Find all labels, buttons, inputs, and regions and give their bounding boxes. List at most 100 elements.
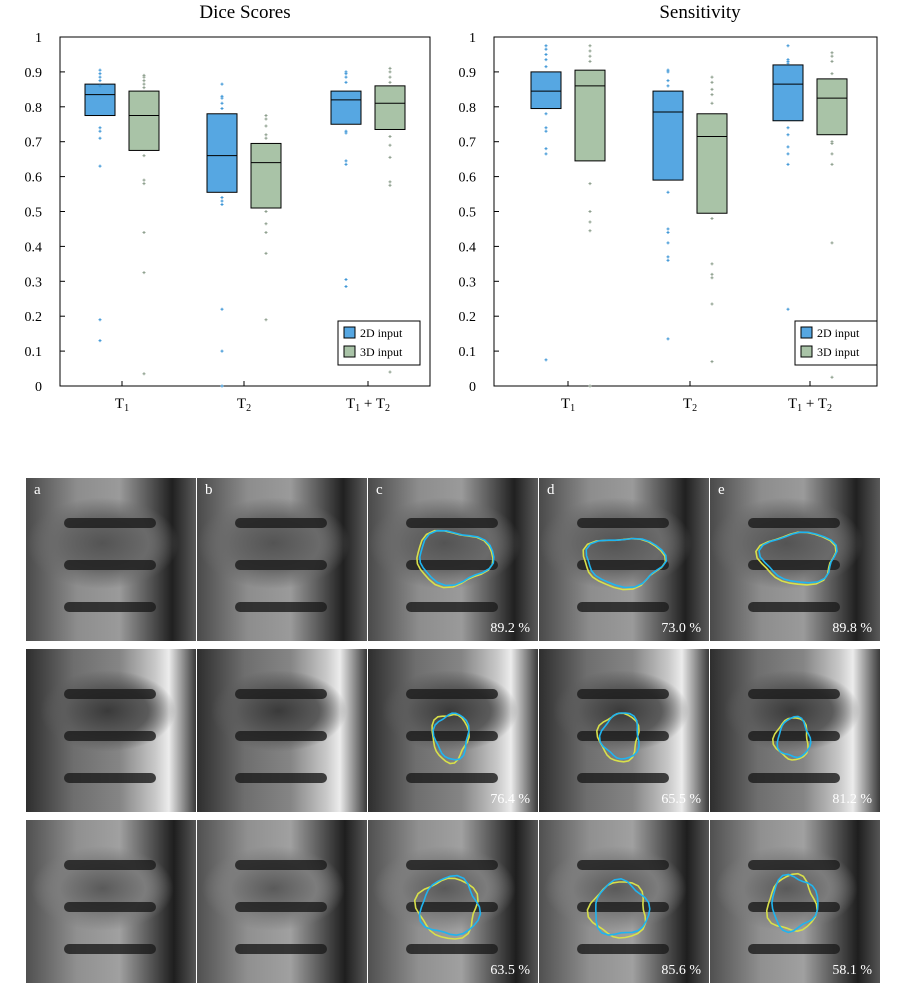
outlier-point — [710, 216, 714, 220]
y-tick-label: 0.1 — [25, 345, 43, 360]
mri-panel: a — [26, 478, 196, 641]
legend-label: 3D input — [817, 345, 860, 359]
outlier-point — [710, 302, 714, 306]
outlier-point — [544, 358, 548, 362]
dice-score-label: 58.1 % — [832, 963, 872, 978]
outlier-point — [786, 61, 790, 65]
outlier-point — [710, 93, 714, 97]
outlier-point — [666, 70, 670, 74]
outlier-point — [710, 87, 714, 91]
legend-label: 2D input — [817, 326, 860, 340]
outlier-point — [544, 147, 548, 151]
outlier-point — [666, 230, 670, 234]
outlier-point — [830, 141, 834, 145]
legend-label: 2D input — [360, 326, 403, 340]
column-label: e — [718, 482, 725, 498]
outlier-point — [98, 164, 102, 168]
column-label: b — [205, 482, 213, 498]
outlier-point — [544, 112, 548, 116]
outlier-point — [220, 349, 224, 353]
legend-swatch — [343, 345, 356, 358]
chart-sensitivity: Sensitivity 0 0.1 0.2 0.3 0.4 0.5 0.6 0.7 0.8 0.9 1… — [459, 2, 878, 414]
outlier-point — [220, 203, 224, 207]
y-tick-label: 0 — [469, 380, 476, 395]
box — [330, 90, 362, 125]
y-tick-label: 0.7 — [25, 136, 43, 151]
y-tick-label: 0.6 — [25, 171, 43, 186]
legend-swatch — [800, 345, 813, 358]
segmentation-overlay — [577, 689, 669, 783]
y-tick-label: 0.2 — [25, 310, 43, 325]
dice-score-label: 89.2 % — [490, 621, 530, 636]
box — [530, 71, 562, 110]
column-label: c — [376, 482, 383, 498]
box — [206, 113, 238, 193]
outlier-point — [264, 114, 268, 118]
outlier-point — [786, 133, 790, 137]
segmentation-overlay — [577, 860, 669, 954]
box — [128, 90, 160, 151]
mri-panel — [26, 820, 196, 983]
outlier-point — [98, 79, 102, 83]
outlier-point — [264, 222, 268, 226]
mri-panel: d 73.0 % — [539, 478, 709, 641]
outlier-point — [142, 79, 146, 83]
box — [250, 142, 282, 209]
dice-score-label: 63.5 % — [490, 963, 530, 978]
chart-title: Dice Scores — [199, 2, 290, 23]
segmentation-overlay — [748, 689, 840, 783]
mri-panel: 65.5 % — [539, 649, 709, 812]
mri-panel: e 89.8 % — [710, 478, 880, 641]
mri-panel: 58.1 % — [710, 820, 880, 983]
outlier-point — [344, 75, 348, 79]
mri-panel — [197, 820, 367, 983]
mri-slice — [235, 689, 327, 783]
box — [816, 78, 848, 136]
mri-panel: b — [197, 478, 367, 641]
outlier-point — [830, 152, 834, 156]
legend-swatch — [800, 326, 813, 339]
outlier-point — [588, 44, 592, 48]
outlier-point — [588, 59, 592, 63]
outlier-point — [98, 72, 102, 76]
outlier-point — [142, 372, 146, 376]
legend: 2D input 3D input — [337, 320, 421, 366]
outlier-point — [588, 49, 592, 53]
outlier-point — [710, 262, 714, 266]
mri-slice — [235, 518, 327, 612]
dice-score-label: 89.8 % — [832, 621, 872, 636]
outlier-point — [666, 227, 670, 231]
outlier-point — [98, 84, 102, 88]
outlier-point — [344, 80, 348, 84]
outlier-point — [588, 182, 592, 186]
outlier-point — [588, 229, 592, 233]
outlier-point — [666, 255, 670, 259]
outlier-point — [220, 307, 224, 311]
outlier-point — [98, 136, 102, 140]
box — [772, 64, 804, 122]
outlier-point — [388, 143, 392, 147]
x-tick-label: T1 — [115, 396, 129, 414]
box — [696, 113, 728, 214]
outlier-point — [142, 178, 146, 182]
outlier-point — [142, 86, 146, 90]
mri-slice — [64, 518, 156, 612]
box — [574, 69, 606, 162]
outlier-point — [142, 230, 146, 234]
y-tick-label: 0.4 — [25, 240, 43, 255]
outlier-point — [666, 337, 670, 341]
segmentation-overlay — [577, 518, 669, 612]
x-tick-label: T1 + T2 — [788, 396, 832, 414]
outlier-point — [588, 384, 592, 388]
outlier-point — [264, 136, 268, 140]
x-tick-label: T1 — [561, 396, 575, 414]
mri-panel: 81.2 % — [710, 649, 880, 812]
y-tick-label: 1 — [469, 31, 476, 46]
outlier-point — [666, 84, 670, 88]
outlier-point — [220, 82, 224, 86]
outlier-point — [786, 152, 790, 156]
outlier-point — [710, 101, 714, 105]
mri-panel — [197, 649, 367, 812]
outlier-point — [264, 124, 268, 128]
outlier-point — [264, 117, 268, 121]
